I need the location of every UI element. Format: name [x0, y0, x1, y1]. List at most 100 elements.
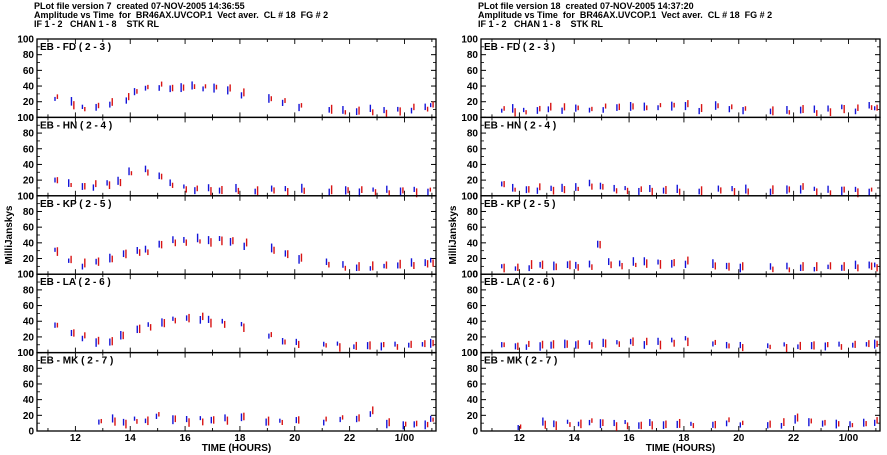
y-tick-label: 20: [467, 332, 479, 343]
y-tick-label: 0: [472, 113, 478, 124]
left-plot: PLot file version 7 created 07-NOV-2005 …: [0, 0, 443, 455]
y-tick-label: 80: [467, 50, 479, 61]
y-tick-label: 100: [17, 113, 34, 124]
x-tick-label: 14: [125, 433, 137, 444]
y-tick-label: 0: [472, 191, 478, 202]
panel-label: EB - FD ( 2 - 3 ): [484, 42, 555, 53]
y-tick-label: 80: [467, 129, 479, 140]
y-tick-label: 60: [467, 379, 479, 390]
y-tick-label: 60: [467, 144, 479, 155]
y-tick-label: 40: [467, 82, 479, 93]
y-tick-label: 20: [23, 411, 35, 422]
y-tick-label: 0: [472, 348, 478, 359]
y-tick-label: 0: [472, 427, 478, 438]
y-tick-label: 20: [23, 332, 35, 343]
x-tick-label: 1/00: [395, 433, 415, 444]
y-tick-label: 80: [23, 50, 35, 61]
y-tick-label: 40: [23, 317, 35, 328]
y-tick-label: 40: [467, 160, 479, 171]
y-tick-label: 20: [23, 254, 35, 265]
panel: 0 20 40 60 80 100 EB - KP ( 2 - 5 ): [17, 191, 437, 281]
y-tick-label: 20: [467, 254, 479, 265]
panel-label: EB - HN ( 2 - 4 ): [40, 120, 112, 131]
y-tick-label: 80: [23, 129, 35, 140]
y-tick-label: 100: [461, 191, 478, 202]
y-tick-label: 80: [467, 207, 479, 218]
y-tick-label: 80: [23, 285, 35, 296]
panel: 0 20 40 60 80 100 EB - FD ( 2 - 3 ): [461, 35, 881, 124]
panel: 0 20 40 60 80 100 EB - LA ( 2 - 6 ): [17, 270, 437, 359]
header-line-2: Amplitude vs Time for BR46AX.UVCOP.1 Vec…: [478, 10, 773, 20]
y-tick-label: 20: [23, 176, 35, 187]
y-tick-label: 100: [461, 270, 478, 281]
x-axis-title: TIME (HOURS): [646, 443, 715, 454]
y-tick-label: 0: [28, 427, 34, 438]
y-tick-label: 20: [23, 97, 35, 108]
x-tick-label: 18: [234, 433, 246, 444]
x-tick-label: 20: [289, 433, 301, 444]
y-tick-label: 80: [23, 207, 35, 218]
x-axis-title: TIME (HOURS): [202, 443, 271, 454]
x-tick-label: 1/00: [839, 433, 859, 444]
header-line-1: PLot file version 18 created 07-NOV-2005…: [478, 1, 694, 11]
y-tick-label: 80: [23, 364, 35, 375]
y-tick-label: 80: [467, 364, 479, 375]
header-line-3: IF 1 - 2 CHAN 1 - 8 STK RL: [34, 19, 160, 29]
y-tick-label: 60: [467, 223, 479, 234]
panel-label: EB - FD ( 2 - 3 ): [40, 42, 111, 53]
x-tick-label: 12: [70, 433, 82, 444]
panel: 0 20 40 60 80 100 EB - HN ( 2 - 4 ): [17, 113, 437, 202]
x-tick-label: 22: [344, 433, 356, 444]
x-tick-label: 20: [733, 433, 745, 444]
y-tick-label: 20: [467, 97, 479, 108]
y-axis-title: MilliJanskys: [4, 205, 15, 264]
y-tick-label: 40: [23, 238, 35, 249]
y-tick-label: 0: [472, 270, 478, 281]
panel: 0 20 40 60 80 100 EB - KP ( 2 - 5 ): [461, 191, 881, 281]
y-tick-label: 60: [23, 144, 35, 155]
y-tick-label: 100: [461, 35, 478, 46]
y-tick-label: 40: [467, 238, 479, 249]
y-tick-label: 60: [23, 223, 35, 234]
y-tick-label: 60: [23, 379, 35, 390]
panel: 0 20 40 60 80 100 EB - FD ( 2 - 3 ): [17, 35, 437, 124]
panel: 0 20 40 60 80 100 EB - MK ( 2 - 7 ): [461, 348, 881, 438]
panel-label: EB - LA ( 2 - 6 ): [484, 277, 555, 288]
header-line-3: IF 1 - 2 CHAN 1 - 8 STK RL: [478, 19, 604, 29]
y-tick-label: 40: [23, 395, 35, 406]
x-tick-label: 16: [180, 433, 192, 444]
x-tick-label: 14: [569, 433, 581, 444]
x-tick-label: 16: [624, 433, 636, 444]
panel: 0 20 40 60 80 100 EB - MK ( 2 - 7 ): [17, 348, 437, 438]
right-plot: PLot file version 18 created 07-NOV-2005…: [444, 0, 887, 455]
y-tick-label: 100: [17, 348, 34, 359]
y-tick-label: 100: [461, 348, 478, 359]
panel-label: EB - LA ( 2 - 6 ): [40, 277, 111, 288]
y-tick-label: 0: [28, 348, 34, 359]
y-tick-label: 20: [467, 176, 479, 187]
y-tick-label: 60: [467, 301, 479, 312]
y-tick-label: 20: [467, 411, 479, 422]
y-tick-label: 40: [23, 160, 35, 171]
y-tick-label: 60: [467, 66, 479, 77]
y-tick-label: 100: [17, 191, 34, 202]
panel-label: EB - KP ( 2 - 5 ): [40, 199, 112, 210]
amplitude-chart-right: 0 20 40 60 80 100 EB - FD ( 2 - 3 ) 0 20 40 60 80 10…: [448, 35, 881, 454]
y-tick-label: 100: [461, 113, 478, 124]
y-tick-label: 0: [28, 270, 34, 281]
panel: 0 20 40 60 80 100 EB - LA ( 2 - 6 ): [461, 270, 881, 359]
amplitude-chart-left: 0 20 40 60 80 100 EB - FD ( 2 - 3 ) 0 20 40 60 80 10…: [4, 35, 437, 454]
panel-label: EB - HN ( 2 - 4 ): [484, 120, 556, 131]
x-tick-label: 12: [514, 433, 526, 444]
y-tick-label: 60: [23, 66, 35, 77]
y-tick-label: 60: [23, 301, 35, 312]
y-tick-label: 40: [23, 82, 35, 93]
panel-label: EB - KP ( 2 - 5 ): [484, 199, 556, 210]
y-tick-label: 100: [17, 35, 34, 46]
x-tick-label: 18: [678, 433, 690, 444]
y-tick-label: 100: [17, 270, 34, 281]
y-tick-label: 0: [28, 191, 34, 202]
panel-label: EB - MK ( 2 - 7 ): [40, 356, 113, 367]
y-tick-label: 40: [467, 317, 479, 328]
header-line-1: PLot file version 7 created 07-NOV-2005 …: [34, 1, 245, 11]
